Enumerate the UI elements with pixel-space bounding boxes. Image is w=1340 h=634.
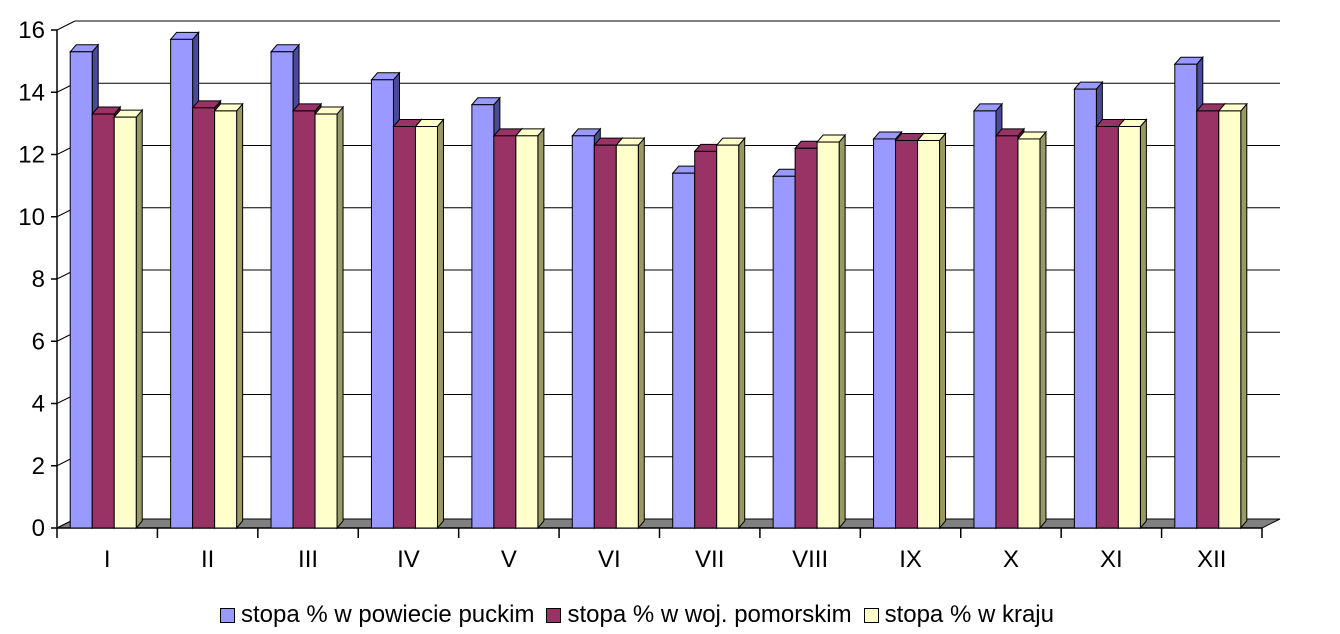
bar-side xyxy=(135,108,143,530)
bar-side xyxy=(1139,118,1147,530)
bar xyxy=(1017,138,1041,529)
x-tick-label: II xyxy=(201,546,214,573)
bar xyxy=(314,113,338,529)
bar xyxy=(995,135,1019,529)
y-tick-label: 6 xyxy=(32,328,45,355)
bar xyxy=(515,135,539,529)
bar xyxy=(694,150,718,529)
bar xyxy=(873,138,897,529)
x-tick-label: X xyxy=(1003,546,1019,573)
bar xyxy=(895,139,919,529)
bar xyxy=(414,125,438,529)
x-tick-label: XII xyxy=(1197,546,1226,573)
x-tick-label: XI xyxy=(1100,546,1123,573)
bar-side xyxy=(236,102,244,530)
x-tick-label: III xyxy=(298,546,318,573)
x-tick-label: VI xyxy=(598,546,621,573)
y-tick-label: 14 xyxy=(18,79,45,106)
bar xyxy=(1174,63,1198,529)
bar xyxy=(1117,125,1141,529)
bar xyxy=(192,107,216,529)
bar-side xyxy=(436,118,444,530)
bar xyxy=(493,135,517,529)
legend-swatch-wojewodztwo xyxy=(546,607,562,623)
bar xyxy=(615,144,639,529)
bar-side xyxy=(637,136,645,530)
bar-side xyxy=(838,133,846,530)
x-tick-label: VII xyxy=(695,546,724,573)
y-tick-label: 10 xyxy=(18,204,45,231)
bar xyxy=(593,144,617,529)
bar xyxy=(292,110,316,529)
legend-item-kraj: stopa % w kraju xyxy=(863,601,1054,629)
gridline-side xyxy=(56,20,76,31)
bar xyxy=(170,38,194,529)
legend-swatch-kraj xyxy=(863,607,879,623)
bar xyxy=(917,139,941,529)
legend-label-kraj: stopa % w kraju xyxy=(884,601,1054,628)
bar xyxy=(91,113,115,529)
y-tick-label: 4 xyxy=(32,391,45,418)
bar xyxy=(113,116,137,529)
x-tick-label: IV xyxy=(397,546,420,573)
bar xyxy=(1196,110,1220,529)
legend: stopa % w powiecie puckim stopa % w woj.… xyxy=(220,597,1340,633)
x-tick-label: VIII xyxy=(792,546,828,573)
legend-swatch-powiat xyxy=(220,607,235,623)
legend-item-wojewodztwo: stopa % w woj. pomorskim xyxy=(546,601,852,629)
bar xyxy=(1095,125,1119,529)
bar-side xyxy=(336,105,344,530)
bar xyxy=(772,175,796,529)
legend-label-powiat: stopa % w powiecie puckim xyxy=(241,601,535,628)
bar-side xyxy=(537,127,545,530)
bar xyxy=(716,144,740,529)
y-tick-label: 8 xyxy=(32,266,45,293)
bar xyxy=(370,79,394,529)
bar xyxy=(1073,88,1097,529)
bar xyxy=(973,110,997,529)
bar xyxy=(1218,110,1242,529)
bar-side xyxy=(939,132,947,530)
y-tick-label: 12 xyxy=(18,142,45,169)
x-tick-label: IX xyxy=(899,546,922,573)
bar xyxy=(392,125,416,529)
y-tick-label: 16 xyxy=(18,17,45,44)
bar xyxy=(471,104,495,529)
bar xyxy=(794,147,818,529)
bar xyxy=(69,51,93,529)
legend-label-wojewodztwo: stopa % w woj. pomorskim xyxy=(567,601,852,628)
bar xyxy=(270,51,294,529)
bar xyxy=(214,110,238,529)
bar xyxy=(571,135,595,529)
x-tick-label: V xyxy=(501,546,517,573)
bar-side xyxy=(1039,130,1047,530)
bars xyxy=(69,30,1248,530)
y-tick-label: 0 xyxy=(32,515,45,542)
bar xyxy=(672,172,696,529)
x-tick-label: I xyxy=(104,546,111,573)
legend-item-powiat: stopa % w powiecie puckim xyxy=(220,601,534,629)
bar xyxy=(816,141,840,529)
bar-side xyxy=(1240,102,1248,530)
bar-side xyxy=(738,136,746,530)
y-tick-label: 2 xyxy=(32,453,45,480)
